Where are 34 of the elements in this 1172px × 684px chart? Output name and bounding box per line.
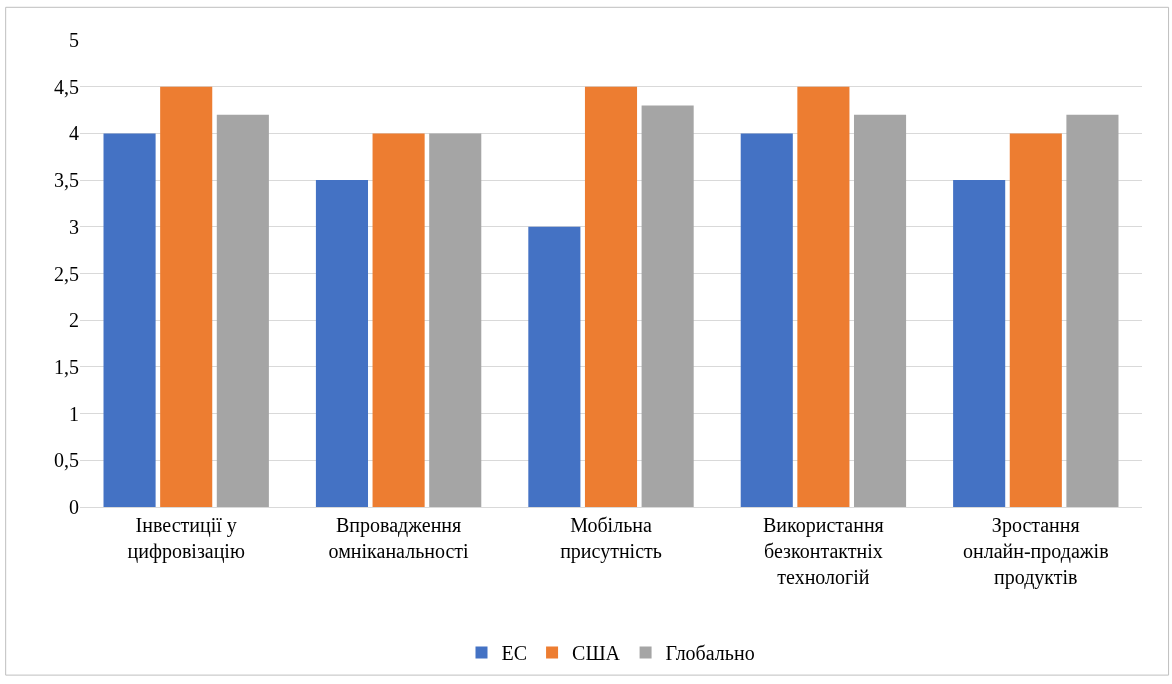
legend-label: Глобально bbox=[665, 642, 755, 665]
x-tick-label: Використання безконтактніх технологій bbox=[763, 514, 884, 588]
bar bbox=[641, 105, 694, 507]
y-tick-label: 2,5 bbox=[54, 262, 79, 285]
bar bbox=[584, 86, 638, 507]
legend-label: США bbox=[572, 642, 621, 665]
bar bbox=[429, 133, 482, 507]
y-tick-label: 5 bbox=[69, 29, 79, 51]
bar bbox=[160, 86, 213, 507]
bar bbox=[797, 86, 850, 507]
bar bbox=[1009, 133, 1062, 507]
bar bbox=[1066, 114, 1119, 507]
y-tick-label: 1,5 bbox=[54, 355, 79, 378]
x-tick-label: Зростання онлайн-продажів продуктів bbox=[962, 514, 1109, 589]
bar bbox=[216, 114, 269, 507]
x-tick-label: Впровадження омніканальності bbox=[328, 514, 470, 562]
bar bbox=[315, 180, 369, 507]
y-tick-label: 4 bbox=[69, 122, 79, 145]
y-tick-label: 2 bbox=[69, 309, 79, 332]
bar bbox=[528, 226, 581, 507]
y-tick-label: 3,5 bbox=[54, 169, 79, 192]
y-tick-label: 0,5 bbox=[54, 449, 79, 472]
y-tick-label: 0 bbox=[69, 496, 79, 518]
y-tick-label: 4,5 bbox=[54, 75, 79, 98]
bar bbox=[103, 133, 156, 507]
y-tick-label: 3 bbox=[69, 215, 79, 238]
bar bbox=[372, 133, 425, 507]
x-tick-label: Інвестиції у цифровізацію bbox=[127, 514, 245, 563]
bar bbox=[953, 180, 1006, 507]
y-tick-label: 1 bbox=[69, 402, 79, 425]
bar bbox=[853, 114, 907, 507]
bar bbox=[740, 133, 793, 507]
legend-label: ЕС bbox=[501, 642, 528, 665]
x-tick-label: Мобільна присутність bbox=[560, 514, 662, 563]
